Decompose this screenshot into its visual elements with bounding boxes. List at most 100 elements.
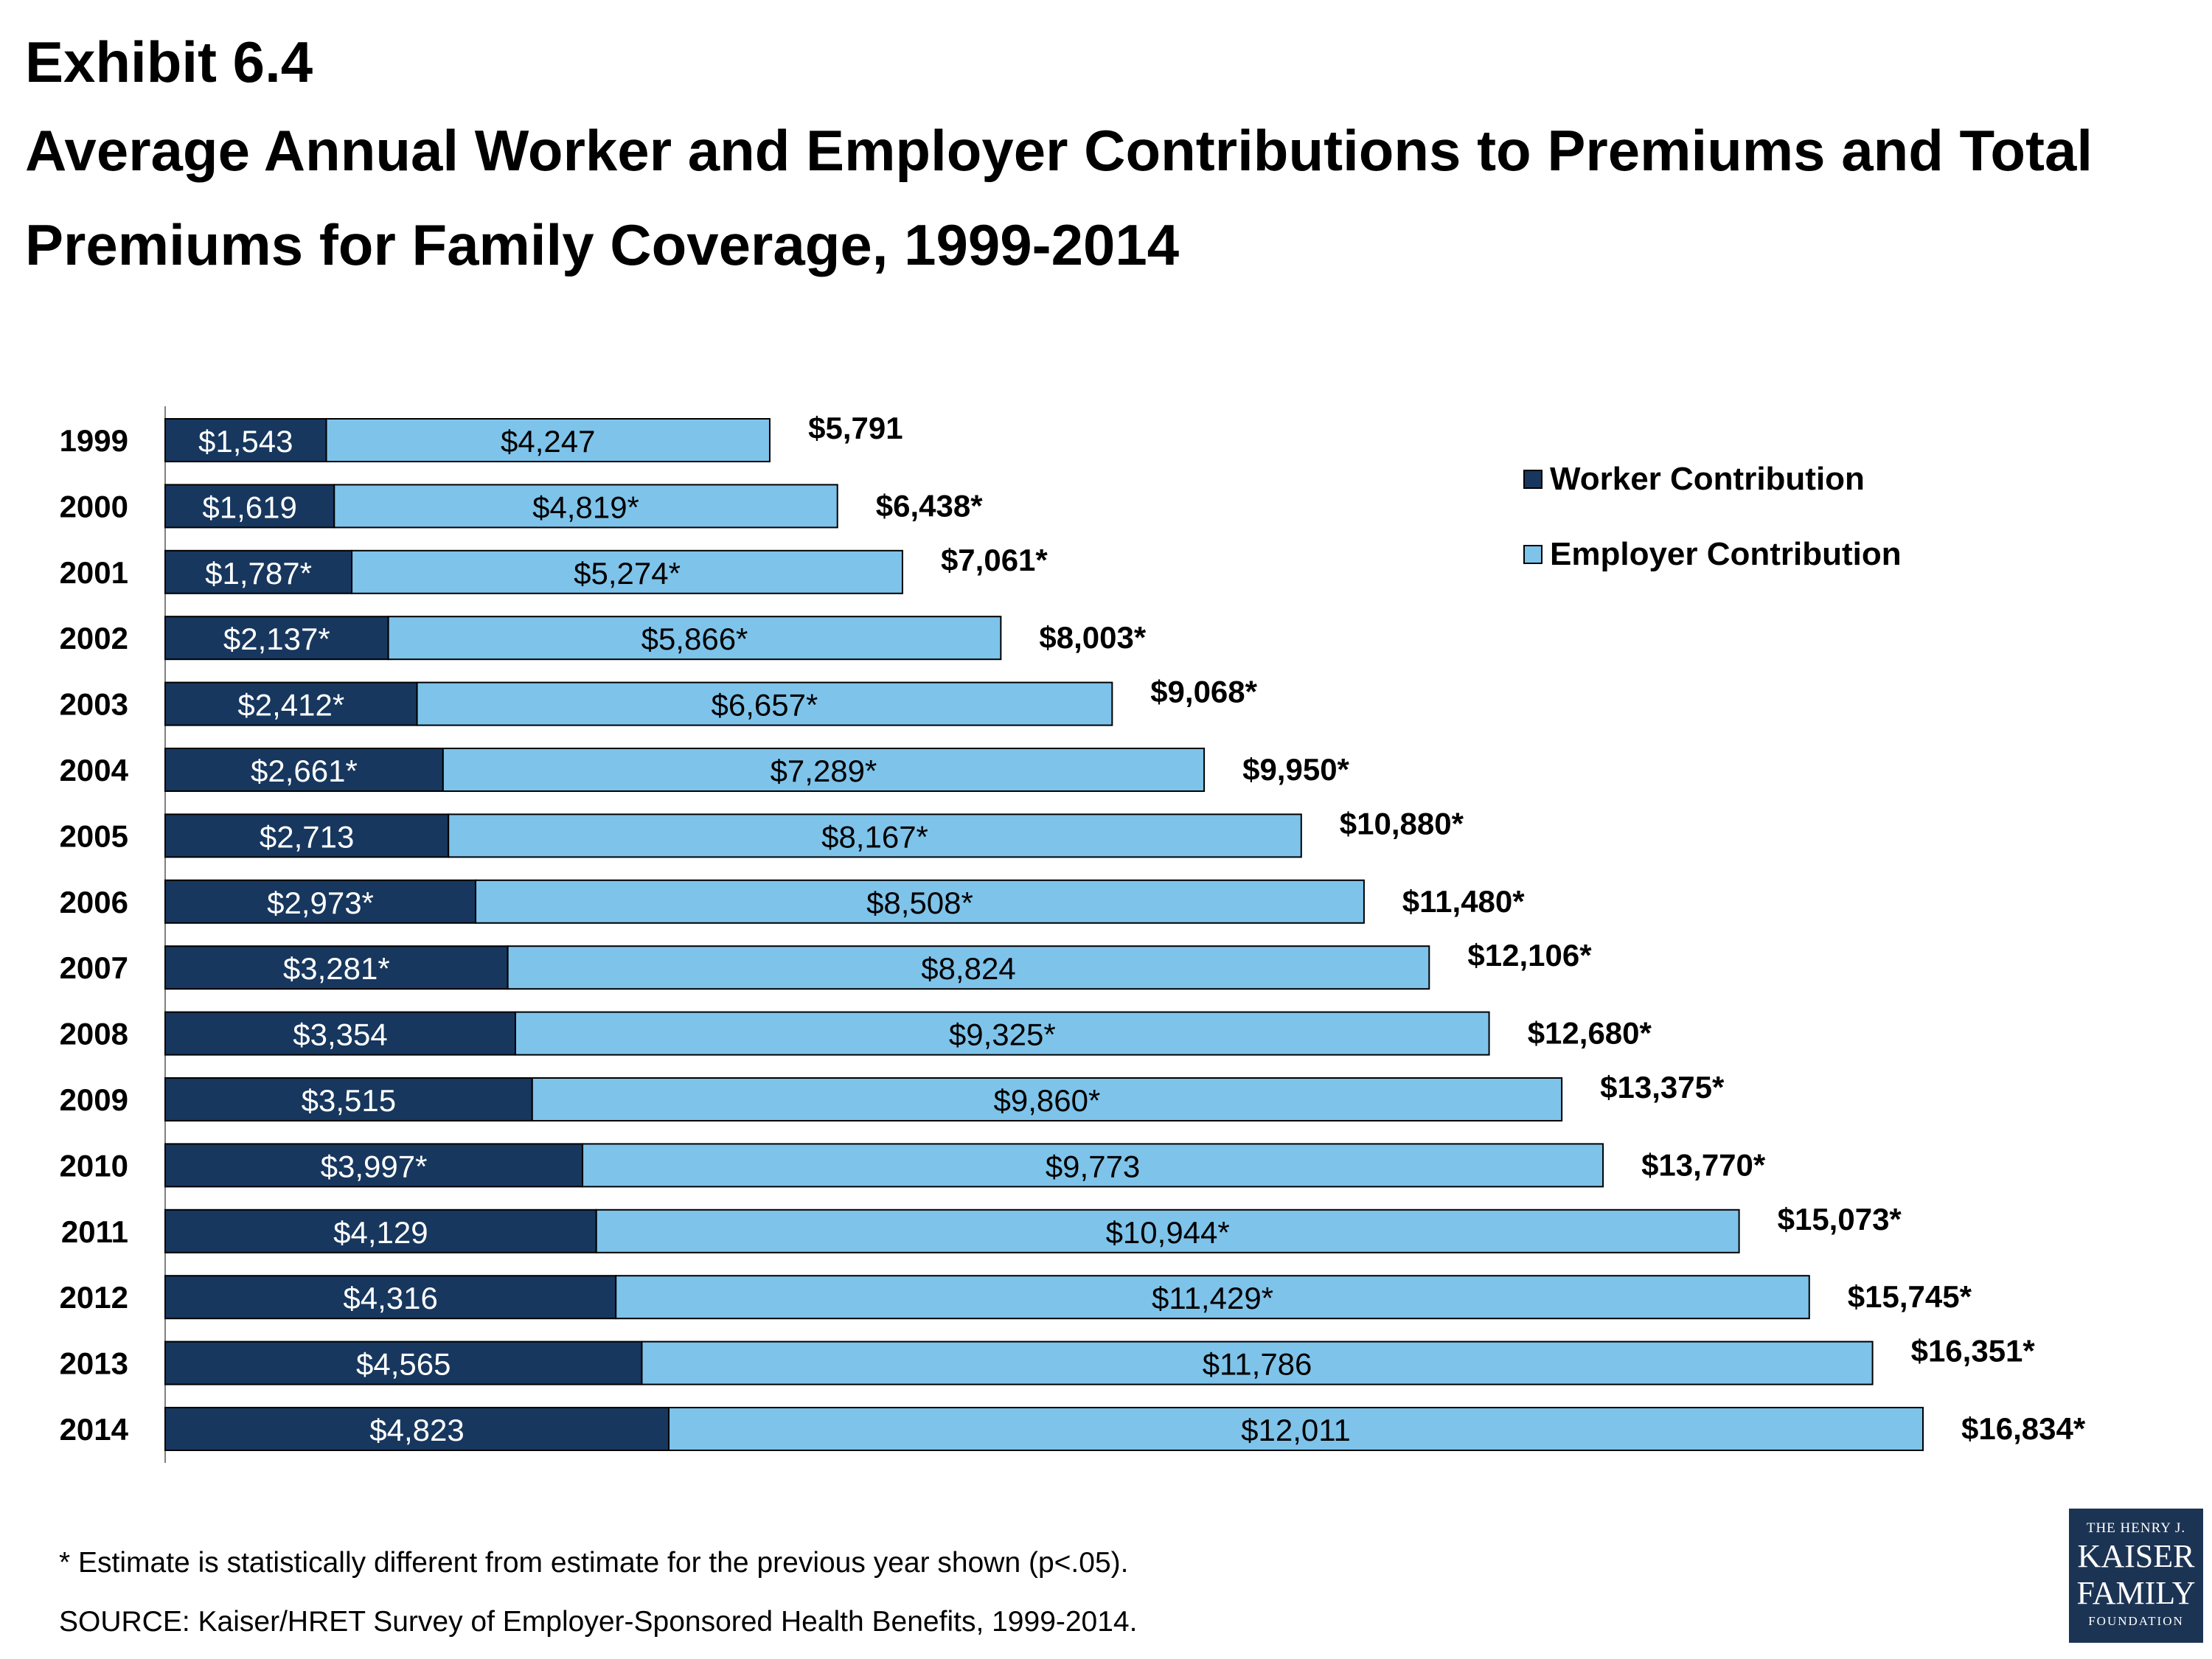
data-label-worker: $2,412* (237, 688, 344, 723)
data-label-employer: $7,289* (771, 754, 877, 788)
bar-worker (164, 549, 353, 594)
y-tick-label: 2009 (60, 1082, 128, 1117)
y-tick-label: 2004 (60, 753, 129, 787)
data-label-worker: $1,543 (198, 424, 293, 459)
y-tick-label: 2003 (60, 687, 128, 722)
bar-employer (475, 879, 1365, 924)
data-label-total: $10,880* (1340, 806, 1464, 841)
bar-employer (514, 1011, 1490, 1056)
data-label-total: $13,770* (1641, 1147, 1766, 1182)
data-label-employer: $10,944* (1106, 1215, 1230, 1250)
bar-worker (164, 879, 477, 924)
data-label-employer: $11,786 (1203, 1347, 1312, 1382)
y-tick-label: 2000 (60, 489, 128, 524)
chart-legend: Worker Contribution Employer Contributio… (1523, 459, 1902, 609)
data-label-employer: $5,866* (641, 622, 748, 656)
bar-employer (641, 1340, 1874, 1385)
logo-line-1: THE HENRY J. (2086, 1520, 2186, 1536)
exhibit-number: Exhibit 6.4 (25, 29, 313, 94)
data-label-worker: $2,137* (223, 622, 330, 656)
data-label-worker: $4,823 (369, 1413, 464, 1447)
data-label-employer: $12,011 (1241, 1413, 1351, 1447)
data-label-worker: $4,129 (333, 1215, 428, 1250)
bar-worker (164, 484, 335, 529)
bar-employer (442, 748, 1206, 792)
y-tick-label: 2001 (60, 555, 128, 590)
y-tick-label: 2010 (60, 1148, 128, 1183)
data-label-worker: $2,713 (260, 819, 354, 854)
kff-logo: THE HENRY J. KAISER FAMILY FOUNDATION (2069, 1509, 2203, 1643)
y-tick-label: 2007 (60, 950, 128, 985)
y-tick-label: 2011 (61, 1214, 128, 1249)
y-tick-label: 2002 (60, 621, 128, 655)
legend-swatch-employer (1523, 545, 1543, 564)
data-label-employer: $4,819* (532, 490, 639, 524)
bar-employer (416, 681, 1113, 726)
y-tick-label: 2012 (60, 1280, 128, 1315)
data-label-total: $12,106* (1467, 938, 1592, 973)
data-label-employer: $9,325* (949, 1018, 1056, 1052)
data-label-total: $11,480* (1402, 884, 1526, 919)
bar-employer (507, 945, 1430, 990)
bar-worker (164, 681, 418, 726)
data-label-total: $16,834* (1961, 1411, 2086, 1446)
y-tick-label: 1999 (60, 423, 128, 458)
bar-worker (164, 616, 389, 661)
data-label-total: $16,351* (1911, 1334, 2036, 1368)
data-label-employer: $9,860* (994, 1083, 1101, 1118)
legend-label-employer: Employer Contribution (1550, 536, 1902, 572)
data-label-total: $9,950* (1242, 752, 1349, 787)
y-tick-label: 2014 (60, 1412, 129, 1447)
footnote: * Estimate is statistically different fr… (59, 1547, 1129, 1579)
y-tick-label: 2005 (60, 818, 128, 853)
bar-worker (164, 1340, 643, 1385)
legend-item-worker: Worker Contribution (1523, 459, 1902, 500)
bar-employer (668, 1407, 1924, 1451)
data-label-total: $8,003* (1039, 620, 1146, 655)
bar-employer (448, 813, 1302, 858)
data-label-employer: $8,824 (921, 951, 1015, 986)
bar-employer (351, 549, 903, 594)
legend-swatch-worker (1523, 470, 1543, 489)
data-label-worker: $2,973* (267, 886, 374, 920)
data-label-worker: $3,515 (302, 1083, 396, 1118)
bar-worker (164, 418, 327, 462)
data-label-total: $12,680* (1528, 1016, 1652, 1051)
data-label-worker: $2,661* (251, 754, 358, 788)
logo-line-4: FOUNDATION (2088, 1614, 2184, 1628)
data-label-worker: $3,354 (293, 1018, 387, 1052)
data-label-total: $15,073* (1778, 1202, 1902, 1237)
data-label-total: $6,438* (876, 488, 983, 523)
bar-employer (387, 616, 1002, 661)
data-label-worker: $1,619 (202, 490, 296, 524)
y-tick-label: 2013 (60, 1346, 128, 1381)
legend-item-employer: Employer Contribution (1523, 534, 1902, 575)
bar-employer (615, 1275, 1810, 1320)
bar-employer (595, 1208, 1740, 1253)
data-label-total: $9,068* (1150, 675, 1257, 709)
bar-worker (164, 1407, 670, 1451)
legend-label-worker: Worker Contribution (1550, 461, 1865, 497)
chart-title: Average Annual Worker and Employer Contr… (25, 118, 2093, 277)
bar-employer (333, 484, 838, 529)
bar-employer (531, 1077, 1563, 1121)
data-label-total: $7,061* (941, 543, 1048, 577)
y-tick-label: 2008 (60, 1017, 128, 1051)
data-label-employer: $9,773 (1046, 1149, 1140, 1183)
y-tick-label: 2006 (60, 885, 128, 919)
data-label-worker: $4,565 (356, 1347, 451, 1382)
data-label-worker: $4,316 (343, 1281, 437, 1315)
data-label-worker: $1,787* (205, 556, 312, 591)
stacked-bar-chart: 1999 $1,543 $4,247 $5,791 2000 $1,619 $4,819* $… (60, 406, 2086, 1463)
data-label-employer: $6,657* (712, 688, 818, 723)
bar-employer (325, 418, 771, 462)
bar-worker (164, 1143, 584, 1188)
data-label-total: $5,791 (808, 411, 902, 445)
data-label-worker: $3,281* (283, 951, 390, 986)
data-label-employer: $8,167* (821, 819, 928, 854)
logo-line-2: KAISER (2077, 1538, 2195, 1574)
logo-line-3: FAMILY (2076, 1575, 2196, 1611)
data-label-worker: $3,997* (321, 1149, 428, 1183)
bar-worker (164, 1208, 597, 1253)
data-label-total: $13,375* (1600, 1070, 1725, 1105)
